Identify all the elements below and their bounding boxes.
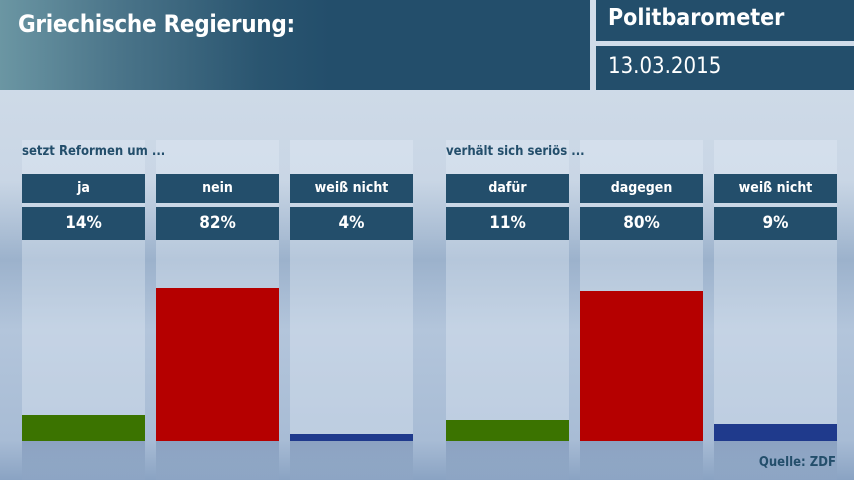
bar bbox=[580, 291, 703, 441]
date-box: 13.03.2015 bbox=[596, 46, 854, 90]
column-reflection bbox=[714, 441, 837, 480]
value-label: 4% bbox=[290, 207, 413, 240]
category-label: ja bbox=[22, 174, 145, 203]
source-label: Quelle: ZDF bbox=[758, 455, 836, 470]
brand-box: Politbarometer bbox=[596, 0, 854, 41]
column-reflection bbox=[290, 441, 413, 480]
date-label: 13.03.2015 bbox=[608, 54, 722, 79]
value-label: 9% bbox=[714, 207, 837, 240]
column-reflection bbox=[446, 441, 569, 480]
column-reflection bbox=[156, 441, 279, 480]
category-label: nein bbox=[156, 174, 279, 203]
column-reflection bbox=[22, 441, 145, 480]
category-label: weiß nicht bbox=[290, 174, 413, 203]
bar bbox=[714, 424, 837, 441]
bar bbox=[156, 287, 279, 441]
value-label: 11% bbox=[446, 207, 569, 240]
group-title: setzt Reformen um ... bbox=[22, 144, 166, 159]
value-label: 80% bbox=[580, 207, 703, 240]
bar bbox=[446, 420, 569, 441]
bar bbox=[22, 414, 145, 441]
group-title: verhält sich seriös ... bbox=[446, 144, 585, 159]
brand-label: Politbarometer bbox=[608, 5, 785, 31]
category-label: dafür bbox=[446, 174, 569, 203]
header-banner: Griechische Regierung: bbox=[0, 0, 590, 90]
category-label: weiß nicht bbox=[714, 174, 837, 203]
category-label: dagegen bbox=[580, 174, 703, 203]
value-label: 14% bbox=[22, 207, 145, 240]
bar bbox=[290, 433, 413, 441]
column-reflection bbox=[580, 441, 703, 480]
value-label: 82% bbox=[156, 207, 279, 240]
page-title: Griechische Regierung: bbox=[18, 10, 295, 38]
